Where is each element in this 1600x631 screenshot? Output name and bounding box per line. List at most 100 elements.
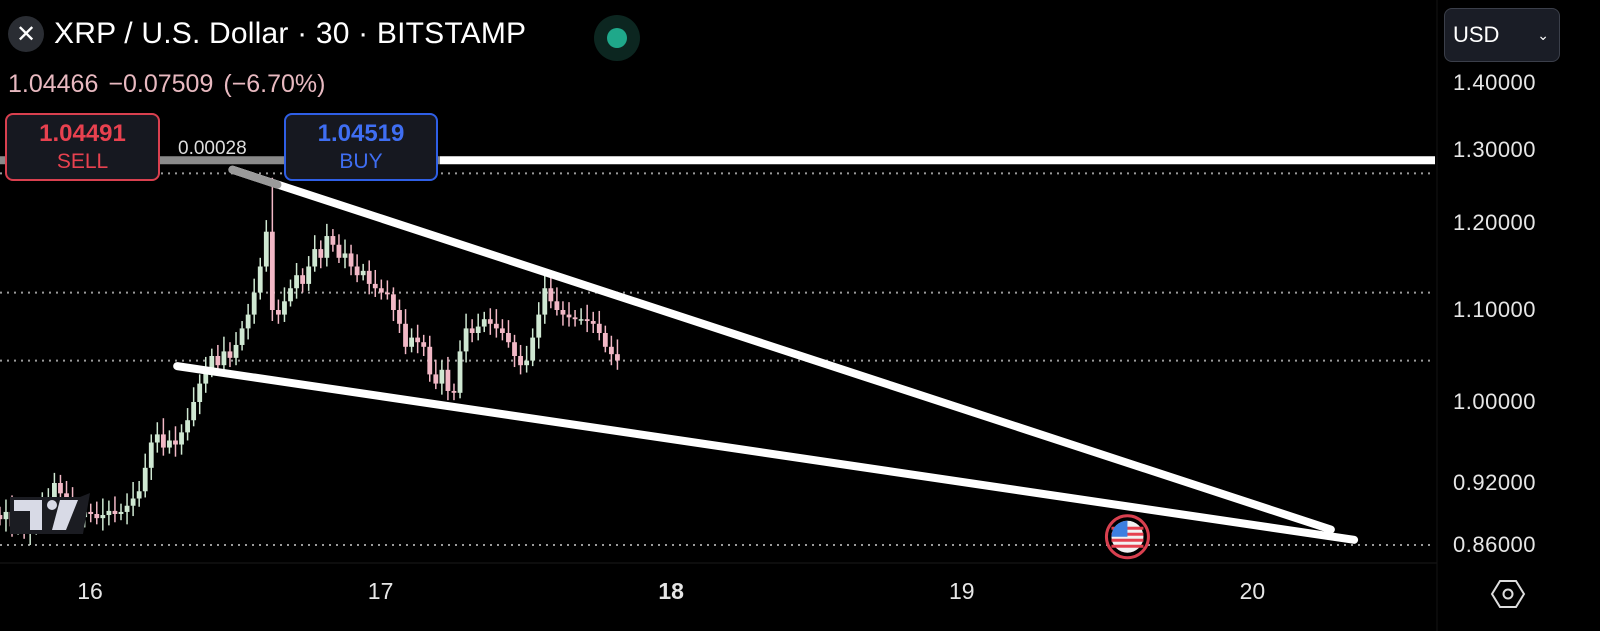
candle bbox=[512, 334, 517, 368]
market-status-indicator[interactable] bbox=[594, 15, 640, 61]
candle-body bbox=[560, 310, 566, 315]
candle bbox=[0, 506, 3, 526]
candle-body bbox=[336, 244, 342, 258]
time-axis-label: 19 bbox=[949, 578, 975, 604]
candle-body bbox=[233, 344, 239, 358]
price-change: −0.07509 bbox=[108, 70, 214, 98]
candle-body bbox=[493, 323, 499, 329]
candle-body bbox=[584, 319, 590, 322]
currency-select[interactable]: USD ⌄ bbox=[1444, 8, 1560, 62]
candle-body bbox=[269, 231, 275, 310]
candle-body bbox=[415, 337, 421, 343]
candle bbox=[469, 319, 475, 343]
xrp-logo-icon: ✕ bbox=[8, 16, 44, 52]
candle bbox=[306, 256, 312, 291]
candle bbox=[203, 356, 209, 393]
candle-body bbox=[203, 369, 209, 384]
candle-body bbox=[439, 369, 445, 384]
candle-body bbox=[348, 253, 354, 267]
candle-body bbox=[100, 515, 106, 519]
candle bbox=[590, 311, 596, 333]
candle bbox=[227, 342, 233, 368]
candle bbox=[554, 287, 560, 316]
candle bbox=[378, 279, 384, 300]
settings-hexagon-icon[interactable] bbox=[1490, 576, 1526, 612]
candle-body bbox=[463, 328, 469, 352]
candle bbox=[167, 430, 172, 454]
candle bbox=[160, 418, 166, 456]
candle bbox=[481, 311, 487, 333]
candle bbox=[100, 498, 106, 531]
spread-value: 0.00028 bbox=[178, 138, 247, 159]
price-axis-label: 1.00000 bbox=[1453, 389, 1537, 414]
candle bbox=[451, 383, 457, 401]
candle bbox=[566, 302, 572, 327]
candle bbox=[560, 301, 566, 326]
candle-body bbox=[391, 294, 396, 310]
buy-price: 1.04519 bbox=[317, 120, 405, 147]
trendline-upper[interactable] bbox=[228, 165, 1335, 534]
candle-body bbox=[118, 511, 124, 514]
candle-body bbox=[457, 351, 463, 393]
candle-body bbox=[3, 511, 9, 520]
candle bbox=[584, 304, 590, 333]
candle-body bbox=[288, 288, 293, 302]
candle-body bbox=[52, 483, 57, 499]
candle bbox=[439, 360, 445, 395]
candle bbox=[94, 501, 100, 525]
candle-body bbox=[572, 317, 578, 320]
candle-body bbox=[173, 440, 178, 445]
candle bbox=[251, 278, 257, 324]
tradingview-logo[interactable] bbox=[10, 493, 90, 534]
candle-body bbox=[148, 442, 154, 468]
candle-body bbox=[372, 283, 378, 289]
symbol-header[interactable]: ✕ XRP / U.S. Dollar · 30 · BITSTAMP bbox=[8, 16, 526, 52]
candle bbox=[348, 244, 354, 276]
candle-body bbox=[397, 310, 402, 324]
candle-body bbox=[487, 319, 493, 324]
candle-body bbox=[197, 383, 203, 402]
candle-body bbox=[282, 301, 287, 315]
candle-body bbox=[142, 467, 148, 492]
sell-label: SELL bbox=[56, 150, 109, 173]
price-axis-label: 0.92000 bbox=[1453, 470, 1537, 495]
candle bbox=[524, 345, 530, 373]
candle bbox=[518, 344, 523, 375]
candle bbox=[336, 234, 342, 264]
candle bbox=[500, 319, 505, 341]
candle-body bbox=[615, 354, 620, 361]
candle bbox=[463, 313, 469, 363]
candle bbox=[457, 340, 463, 399]
candle-body bbox=[542, 288, 548, 315]
candle bbox=[360, 263, 366, 281]
candle-body bbox=[94, 514, 100, 519]
candle-body bbox=[342, 253, 348, 258]
candle bbox=[318, 240, 324, 269]
candle bbox=[185, 408, 190, 441]
candle bbox=[330, 229, 336, 252]
candle bbox=[391, 287, 396, 322]
candle-body bbox=[512, 342, 517, 356]
candle-body bbox=[366, 270, 372, 284]
time-axis-label: 16 bbox=[77, 578, 103, 604]
candle-body bbox=[160, 434, 166, 448]
candle bbox=[173, 426, 178, 457]
candle-body bbox=[112, 510, 118, 514]
candle bbox=[294, 263, 299, 299]
buy-button[interactable]: 1.04519 BUY bbox=[284, 113, 438, 181]
sell-button[interactable]: 1.04491 SELL bbox=[5, 113, 160, 181]
candle bbox=[300, 268, 306, 293]
candle bbox=[106, 500, 112, 526]
candle bbox=[403, 309, 408, 355]
price-axis-label: 0.86000 bbox=[1453, 532, 1537, 557]
candle bbox=[124, 493, 130, 525]
candle bbox=[233, 332, 239, 366]
currency-value: USD bbox=[1453, 22, 1500, 47]
trendline-lower[interactable] bbox=[173, 362, 1359, 544]
candle-body bbox=[58, 483, 63, 494]
us-flag-icon[interactable] bbox=[1104, 514, 1150, 560]
candle-body bbox=[324, 236, 330, 258]
candle bbox=[263, 220, 269, 272]
candle bbox=[3, 499, 9, 532]
